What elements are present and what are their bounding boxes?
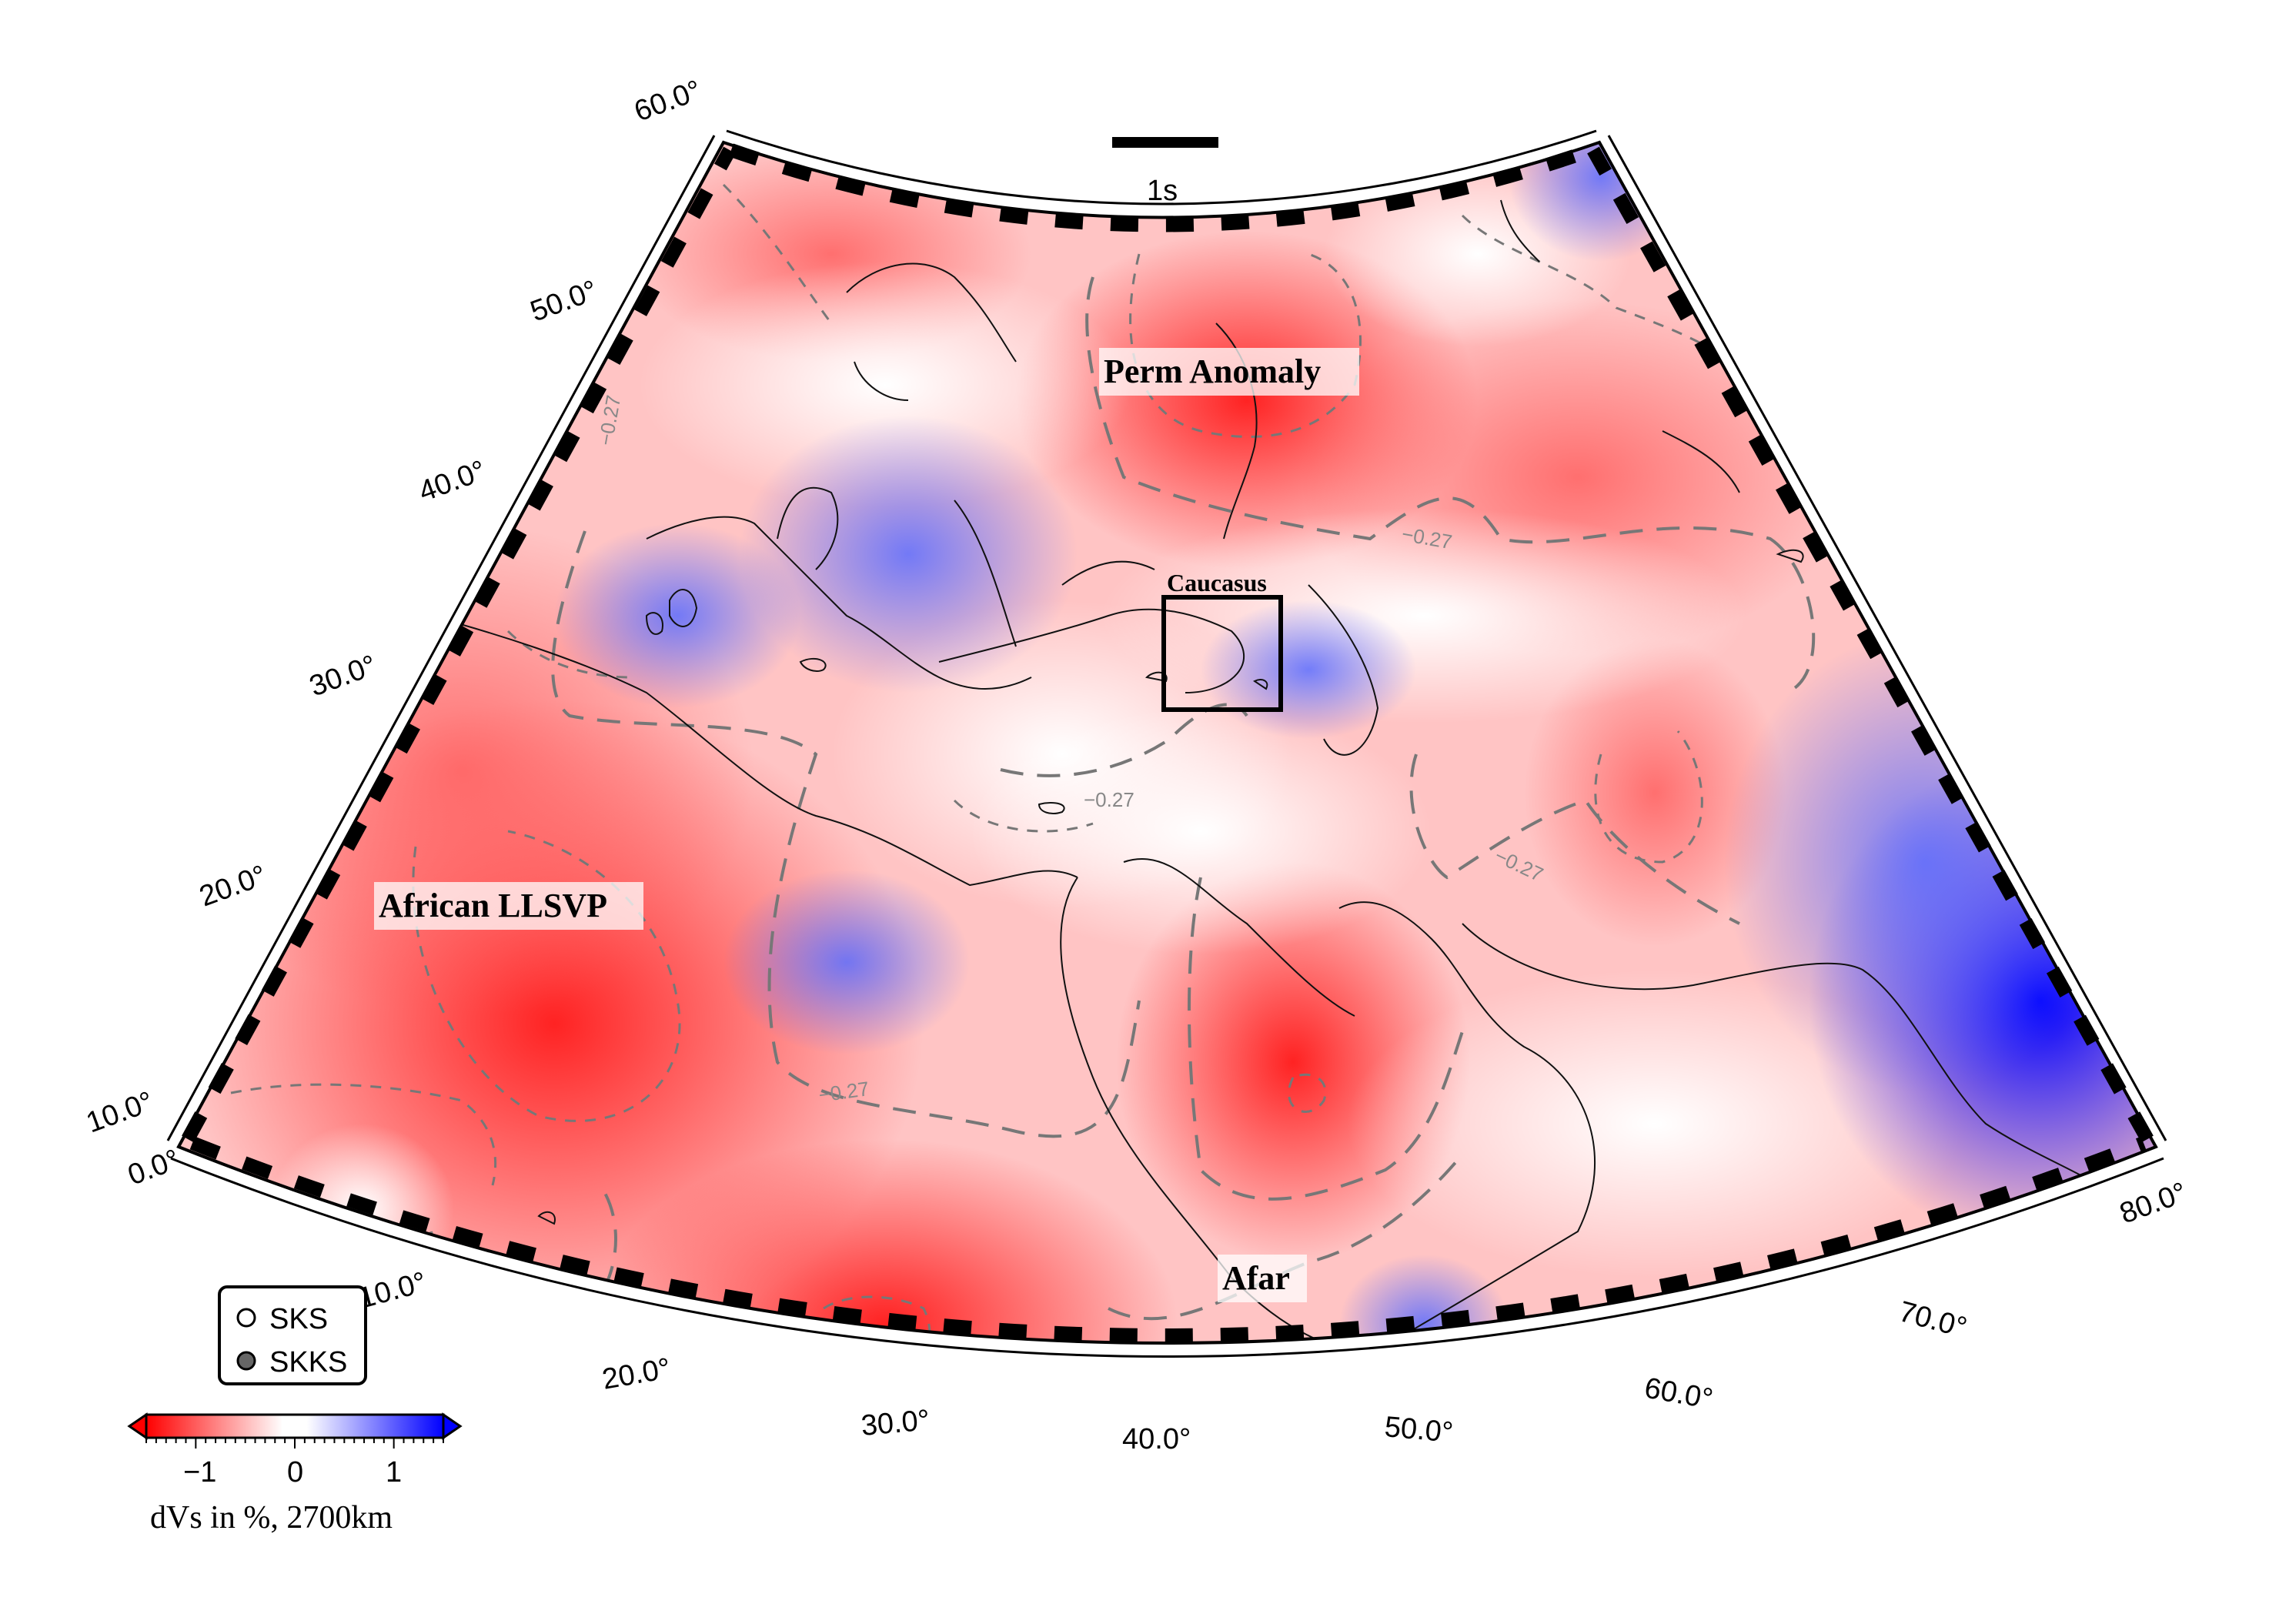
colorbar-right-arrow [442,1412,463,1440]
caucasus-box [1161,595,1283,712]
colorbar-tick-label-neg1: −1 [183,1456,216,1489]
scale-bar-label: 1s [1147,175,1178,207]
lat-label-20: 20.0° [195,859,271,913]
lon-label-80: 80.0° [2116,1176,2191,1230]
phase-legend: SKS SKKS [218,1285,367,1385]
region-labels: Perm Anomaly Caucasus African LLSVP Afar [374,348,1359,1302]
scale-bar: 1s [1112,137,1218,207]
african-llsvp-label-bg [374,882,643,930]
legend-sks-label: SKS [269,1303,328,1335]
skks-symbol-icon [236,1351,256,1371]
colorbar-tick-label-1: 1 [386,1456,402,1489]
colorbar-left-arrow [127,1412,148,1440]
sks-symbol-icon [236,1308,256,1328]
colorbar-gradient [145,1413,445,1439]
lat-label-60: 60.0° [630,74,706,128]
african-llsvp-label: African LLSVP [379,887,607,924]
legend-skks-label: SKKS [269,1346,347,1378]
afar-label: Afar [1222,1259,1290,1297]
lat-label-40: 40.0° [415,454,490,508]
lon-label-20: 20.0° [600,1352,673,1396]
lat-label-10: 10.0° [82,1085,158,1139]
perm-anomaly-label-bg [1099,348,1359,396]
lat-label-50: 50.0° [526,274,602,328]
lat-label-30: 30.0° [306,649,381,703]
lon-label-50: 50.0° [1383,1411,1454,1449]
lon-label-60: 60.0° [1642,1372,1715,1416]
lon-label-40: 40.0° [1122,1423,1191,1455]
perm-anomaly-label: Perm Anomaly [1104,353,1321,390]
lon-label-70: 70.0° [1896,1295,1970,1345]
colorbar-ticks [145,1438,444,1449]
lon-label-0: 0.0° [124,1144,184,1192]
colorbar: −1 0 1 dVs in %, 2700km [127,1412,463,1535]
colorbar-tick-label-0: 0 [287,1456,303,1489]
contour-label: −0.27 [1084,788,1134,811]
coastlines [399,199,2125,1343]
legend-box [218,1285,367,1385]
scale-bar-line [1112,137,1218,148]
map-frame [166,129,2167,1358]
caucasus-label: Caucasus [1167,569,1267,596]
lon-label-30: 30.0° [860,1404,931,1442]
colorbar-title: dVs in %, 2700km [150,1500,393,1535]
afar-label-bg [1218,1255,1307,1302]
